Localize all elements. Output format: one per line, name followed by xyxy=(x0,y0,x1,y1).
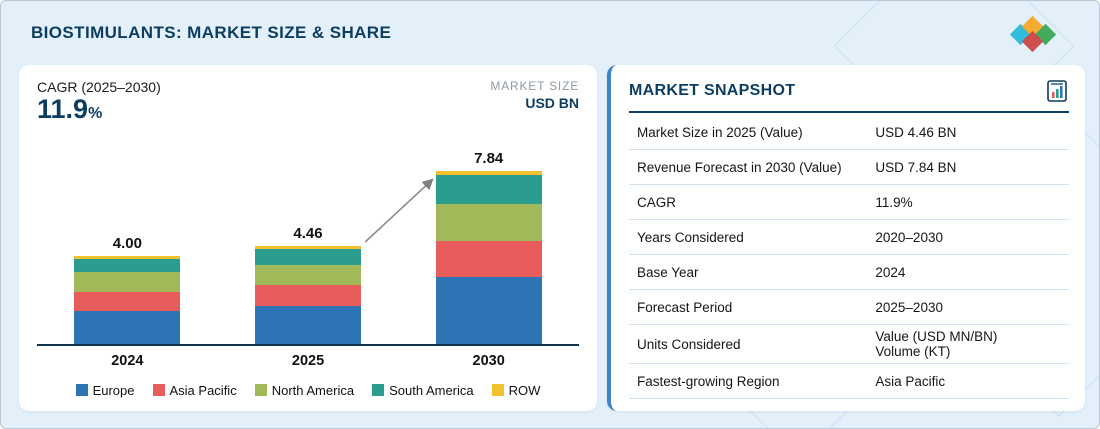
chart-top-row: CAGR (2025–2030) 11.9% MARKET SIZE USD B… xyxy=(37,79,579,125)
row-label: Forecast Period xyxy=(637,299,733,315)
bar-segment-asia-pacific xyxy=(435,241,542,277)
bar-total-label: 4.00 xyxy=(112,234,142,252)
x-axis-label: 2024 xyxy=(111,352,144,369)
legend-swatch-icon xyxy=(372,384,385,397)
row-value: 2025–2030 xyxy=(875,299,943,315)
cagr-label: CAGR (2025–2030) xyxy=(37,79,161,95)
row-value: Asia Pacific xyxy=(875,373,946,389)
legend-label: South America xyxy=(389,382,474,398)
snapshot-header-rule xyxy=(629,111,1069,113)
row-value: 2020–2030 xyxy=(875,229,943,245)
legend-item-asia-pacific: Asia Pacific xyxy=(152,382,237,398)
market-size-chart-card: CAGR (2025–2030) 11.9% MARKET SIZE USD B… xyxy=(19,65,597,411)
market-snapshot-card: MARKET SNAPSHOT Market Size in 2025 (Val… xyxy=(607,65,1085,411)
x-axis-label: 2025 xyxy=(291,352,325,369)
legend-item-row: ROW xyxy=(491,382,541,398)
bar-chart-plot: 4.00 4.46 7.84 xyxy=(37,131,579,346)
bar-segment-asia-pacific xyxy=(74,292,181,311)
cagr-block: CAGR (2025–2030) 11.9% xyxy=(37,79,161,125)
chart-legend: Europe Asia Pacific North America South Ame… xyxy=(37,383,579,398)
market-size-label: MARKET SIZE xyxy=(490,79,579,93)
bar-total-label: 7.84 xyxy=(474,150,504,168)
market-size-unit: USD BN xyxy=(525,95,579,111)
bar-column-2025: 4.46 xyxy=(218,131,399,344)
row-value: USD 7.84 BN xyxy=(875,159,957,175)
row-value: 11.9% xyxy=(875,194,913,210)
legend-swatch-icon xyxy=(491,384,504,397)
bar-segment-north-america xyxy=(255,264,361,286)
legend-item-north-america: North America xyxy=(254,382,355,398)
bar-segment-row xyxy=(435,171,542,176)
legend-item-europe: Europe xyxy=(75,382,135,398)
table-row: Market Size in 2025 (Value) USD 4.46 BN xyxy=(629,115,1069,150)
bar-segment-europe xyxy=(255,306,361,344)
legend-label: Asia Pacific xyxy=(169,382,237,398)
legend-swatch-icon xyxy=(152,384,165,397)
bar-stack-2030 xyxy=(435,171,542,344)
report-chart-icon xyxy=(1047,80,1067,102)
bar-segment-south-america xyxy=(255,249,361,265)
table-row: Units Considered Value (USD MN/BN) Volum… xyxy=(629,325,1069,364)
legend-label: North America xyxy=(271,382,355,398)
legend-label: Europe xyxy=(92,382,135,398)
row-label: Revenue Forecast in 2030 (Value) xyxy=(637,159,842,175)
snapshot-title: MARKET SNAPSHOT xyxy=(629,82,796,99)
bar-column-2024: 4.00 xyxy=(37,131,218,344)
row-label: CAGR xyxy=(637,194,677,210)
row-label: Years Considered xyxy=(637,229,744,245)
bar-segment-row xyxy=(255,245,361,250)
table-row: Years Considered 2020–2030 xyxy=(629,220,1069,255)
table-row: Fastest-growing Region Asia Pacific xyxy=(629,364,1069,399)
company-logo-icon xyxy=(1009,15,1059,53)
table-row: Forecast Period 2025–2030 xyxy=(629,290,1069,325)
row-value: USD 4.46 BN xyxy=(875,124,957,140)
row-label: Fastest-growing Region xyxy=(637,373,780,389)
cagr-value: 11.9% xyxy=(37,94,103,124)
page-title: BIOSTIMULANTS: MARKET SIZE & SHARE xyxy=(31,23,392,42)
bar-stack-2024 xyxy=(74,255,181,344)
table-row: CAGR 11.9% xyxy=(629,185,1069,220)
legend-label: ROW xyxy=(508,382,541,398)
table-row: Revenue Forecast in 2030 (Value) USD 7.8… xyxy=(629,150,1069,185)
row-value: 2024 xyxy=(875,264,906,280)
bar-segment-row xyxy=(74,255,181,260)
x-axis-labels: 2024 2025 2030 xyxy=(37,353,579,369)
bar-segment-europe xyxy=(74,310,181,344)
row-label: Units Considered xyxy=(637,336,741,352)
bar-segment-north-america xyxy=(74,272,181,292)
bar-segment-north-america xyxy=(435,204,542,242)
market-size-block: MARKET SIZE USD BN xyxy=(490,79,579,111)
row-label: Market Size in 2025 (Value) xyxy=(637,124,803,140)
bar-total-label: 4.46 xyxy=(293,224,323,242)
bar-segment-europe xyxy=(435,276,542,344)
page-header: BIOSTIMULANTS: MARKET SIZE & SHARE xyxy=(1,1,1099,63)
bar-segment-asia-pacific xyxy=(255,285,361,307)
bar-segment-south-america xyxy=(74,259,181,273)
legend-swatch-icon xyxy=(254,384,267,397)
bar-segment-south-america xyxy=(435,175,542,205)
legend-swatch-icon xyxy=(75,384,88,397)
x-axis-label: 2030 xyxy=(472,352,505,369)
legend-item-south-america: South America xyxy=(372,383,474,398)
bar-column-2030: 7.84 xyxy=(398,131,579,344)
snapshot-table: Market Size in 2025 (Value) USD 4.46 BN … xyxy=(629,115,1069,399)
snapshot-header: MARKET SNAPSHOT xyxy=(629,79,1069,111)
bar-stack-2025 xyxy=(255,245,361,344)
row-value: Value (USD MN/BN) Volume (KT) xyxy=(875,329,998,359)
row-label: Base Year xyxy=(637,264,699,280)
table-row: Base Year 2024 xyxy=(629,255,1069,290)
